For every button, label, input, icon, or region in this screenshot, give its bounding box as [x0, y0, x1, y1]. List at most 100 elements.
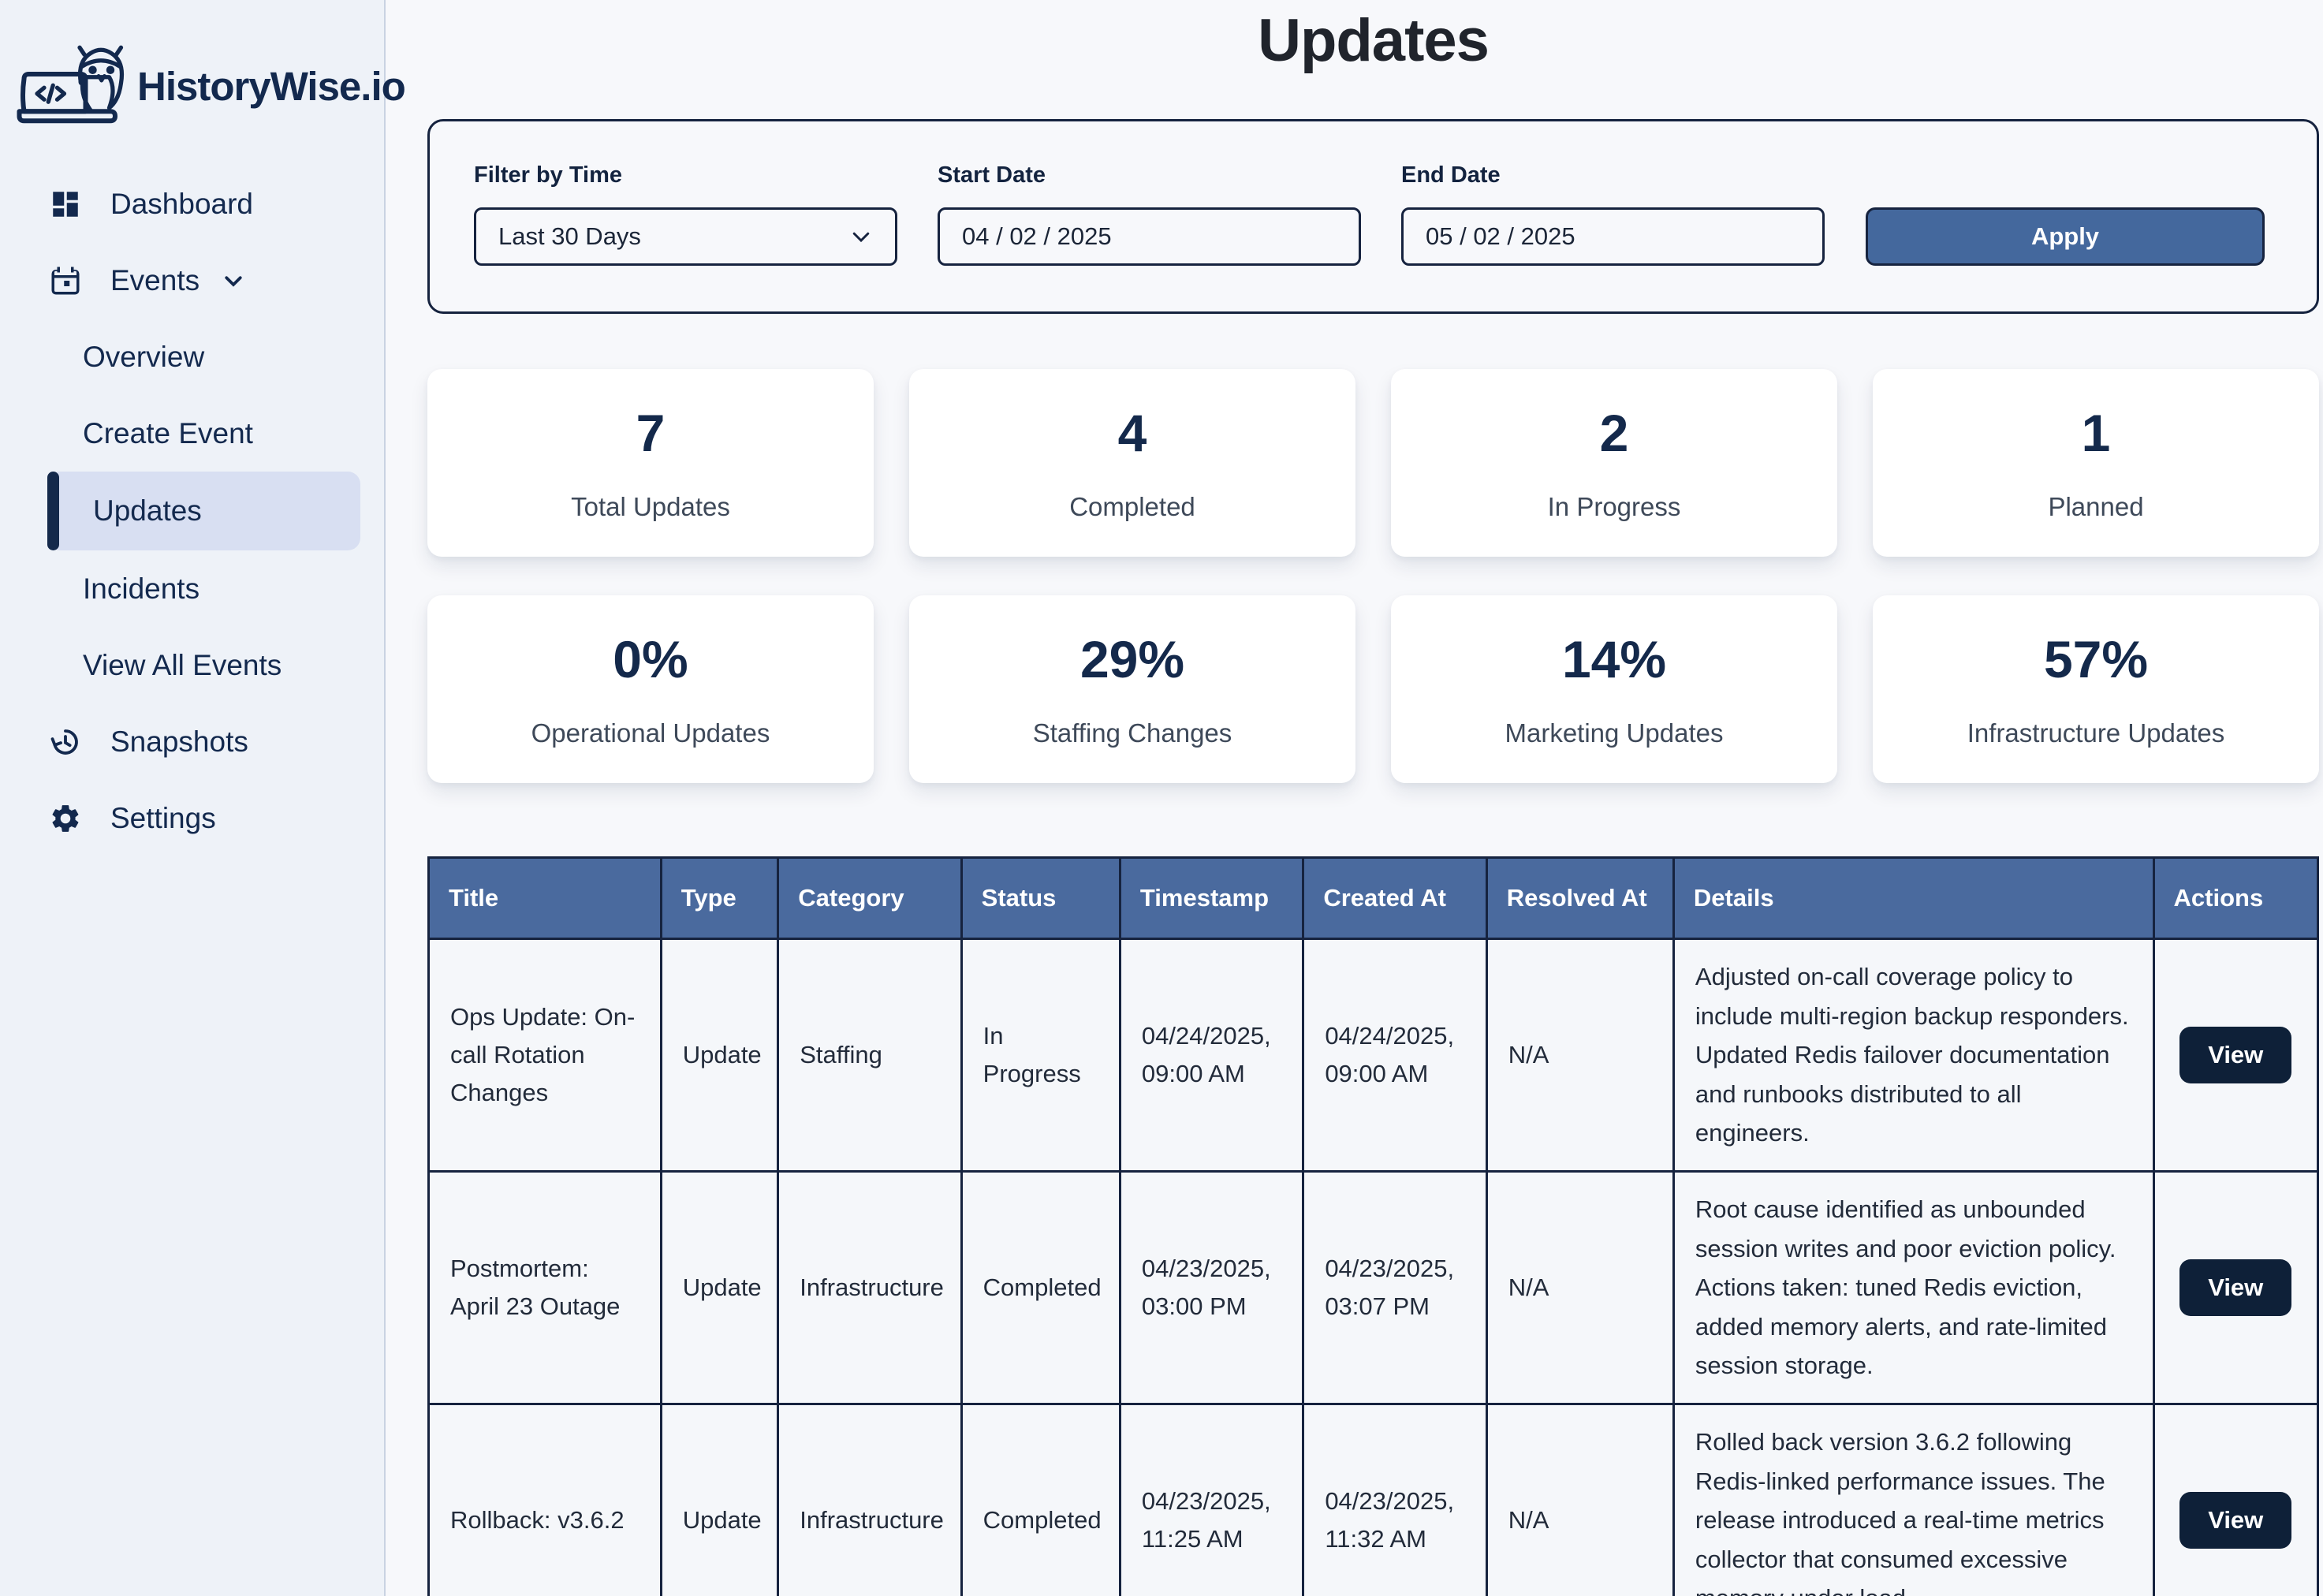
stats-grid: 7 Total Updates 4 Completed 2 In Progres… — [427, 369, 2319, 783]
cell-resolved-at: N/A — [1485, 1169, 1675, 1405]
cell-details: Rolled back version 3.6.2 following Redi… — [1672, 1402, 2155, 1596]
chevron-down-icon — [225, 275, 242, 287]
table-header-row: Title Type Category Status Timestamp Cre… — [427, 856, 2320, 940]
sidebar-item-events[interactable]: Events — [0, 242, 384, 319]
sidebar-item-dashboard[interactable]: Dashboard — [0, 166, 384, 242]
stat-value: 14% — [1561, 629, 1667, 688]
cell-created-at: 04/23/2025, 11:32 AM — [1302, 1402, 1488, 1596]
cell-type: Update — [659, 938, 780, 1173]
sidebar-item-label: Snapshots — [110, 725, 248, 758]
stat-value: 1 — [2081, 403, 2111, 462]
view-button[interactable]: View — [2179, 1026, 2292, 1083]
sidebar-item-label: View All Events — [83, 648, 282, 681]
stat-value: 29% — [1079, 629, 1185, 688]
view-button[interactable]: View — [2179, 1491, 2292, 1549]
sidebar-item-label: Updates — [93, 494, 202, 527]
stat-label: Operational Updates — [531, 718, 770, 748]
dashboard-icon — [53, 191, 78, 217]
sidebar-item-settings[interactable]: Settings — [0, 780, 384, 856]
cell-actions: View — [2152, 1169, 2320, 1405]
stat-value: 7 — [636, 403, 666, 462]
column-header-title: Title — [427, 856, 662, 940]
brand-name: HistoryWise.io — [137, 63, 406, 109]
column-header-details: Details — [1672, 856, 2155, 940]
cell-title: Postmortem: April 23 Outage — [427, 1169, 662, 1405]
start-date-field: Start Date 04 / 02 / 2025 — [938, 162, 1361, 266]
end-date-label: End Date — [1401, 162, 1501, 188]
time-range-value: Last 30 Days — [498, 222, 641, 250]
sidebar-item-label: Incidents — [83, 572, 200, 605]
stat-label: Total Updates — [571, 491, 730, 521]
sidebar-item-label: Create Event — [83, 416, 253, 449]
stat-value: 2 — [1599, 403, 1629, 462]
column-header-resolved-at: Resolved At — [1485, 856, 1675, 940]
table-row: Rollback: v3.6.2 Update Infrastructure C… — [427, 1402, 2320, 1596]
sidebar-item-snapshots[interactable]: Snapshots — [0, 703, 384, 780]
sidebar-item-updates[interactable]: Updates — [47, 472, 360, 550]
sidebar-item-label: Settings — [110, 801, 216, 834]
table-row: Postmortem: April 23 Outage Update Infra… — [427, 1169, 2320, 1405]
cell-actions: View — [2152, 1402, 2320, 1596]
stat-label: Completed — [1069, 491, 1195, 521]
column-header-created-at: Created At — [1302, 856, 1488, 940]
cell-details: Adjusted on-call coverage policy to incl… — [1672, 938, 2155, 1173]
sidebar-item-view-all-events[interactable]: View All Events — [0, 627, 384, 703]
cell-resolved-at: N/A — [1485, 1402, 1675, 1596]
history-icon — [50, 729, 78, 755]
main-content: Updates Filter by Time Last 30 Days Star… — [386, 0, 2323, 1596]
view-button[interactable]: View — [2179, 1259, 2292, 1316]
cell-category: Staffing — [777, 938, 963, 1173]
cell-created-at: 04/23/2025, 03:07 PM — [1302, 1169, 1488, 1405]
sidebar-item-overview[interactable]: Overview — [0, 319, 384, 395]
start-date-input[interactable]: 04 / 02 / 2025 — [938, 207, 1361, 266]
stat-card-total-updates: 7 Total Updates — [427, 369, 874, 557]
end-date-field: End Date 05 / 02 / 2025 — [1401, 162, 1825, 266]
sidebar: HistoryWise.io Dashboard Events Overview… — [0, 0, 406, 1596]
brand-logo[interactable]: HistoryWise.io — [0, 0, 406, 148]
cell-status: Completed — [960, 1402, 1121, 1596]
apply-wrap: Apply — [1865, 207, 2265, 266]
stat-card-marketing-updates: 14% Marketing Updates — [1391, 595, 1837, 783]
cell-timestamp: 04/23/2025, 03:00 PM — [1118, 1169, 1305, 1405]
owl-laptop-logo-icon — [17, 45, 125, 124]
stat-value: 4 — [1117, 403, 1147, 462]
cell-type: Update — [659, 1402, 780, 1596]
end-date-value: 05 / 02 / 2025 — [1426, 222, 1575, 250]
start-date-value: 04 / 02 / 2025 — [962, 222, 1112, 250]
sidebar-item-create-event[interactable]: Create Event — [0, 395, 384, 472]
column-header-type: Type — [659, 856, 780, 940]
start-date-label: Start Date — [938, 162, 1046, 188]
cell-timestamp: 04/23/2025, 11:25 AM — [1118, 1402, 1305, 1596]
column-header-timestamp: Timestamp — [1118, 856, 1305, 940]
apply-button[interactable]: Apply — [1866, 207, 2265, 266]
calendar-icon — [51, 267, 80, 294]
updates-table: Title Type Category Status Timestamp Cre… — [427, 856, 2320, 1596]
cell-status: Completed — [960, 1169, 1121, 1405]
time-range-select[interactable]: Last 30 Days — [474, 207, 897, 266]
filter-bar: Filter by Time Last 30 Days Start Date 0… — [427, 119, 2319, 314]
end-date-input[interactable]: 05 / 02 / 2025 — [1401, 207, 1825, 266]
stat-card-planned: 1 Planned — [1873, 369, 2319, 557]
cell-actions: View — [2152, 938, 2320, 1173]
stat-card-staffing-changes: 29% Staffing Changes — [909, 595, 1355, 783]
sidebar-item-label: Dashboard — [110, 187, 254, 220]
stat-value: 57% — [2043, 629, 2149, 688]
stat-value: 0% — [613, 629, 688, 688]
stat-card-operational-updates: 0% Operational Updates — [427, 595, 874, 783]
cell-type: Update — [659, 1169, 780, 1405]
cell-resolved-at: N/A — [1485, 938, 1675, 1173]
cell-title: Rollback: v3.6.2 — [427, 1402, 662, 1596]
page-title: Updates — [1258, 7, 1490, 74]
chevron-down-icon — [852, 232, 870, 243]
cell-category: Infrastructure — [777, 1402, 963, 1596]
sidebar-item-incidents[interactable]: Incidents — [0, 550, 384, 627]
gear-icon — [52, 804, 79, 832]
stat-label: Marketing Updates — [1505, 718, 1724, 748]
sidebar-item-label: Events — [110, 263, 200, 296]
column-header-category: Category — [777, 856, 963, 940]
stat-card-completed: 4 Completed — [909, 369, 1355, 557]
column-header-status: Status — [960, 856, 1121, 940]
stat-card-in-progress: 2 In Progress — [1391, 369, 1837, 557]
filter-time-label: Filter by Time — [474, 162, 623, 188]
stat-label: In Progress — [1547, 491, 1681, 521]
